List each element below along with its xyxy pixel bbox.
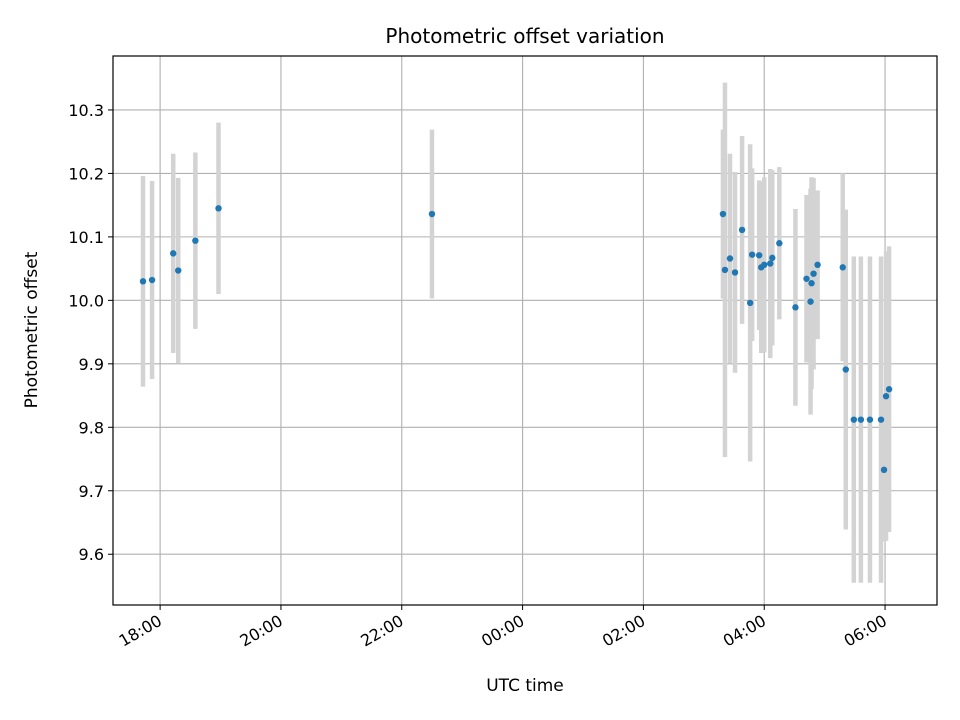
data-point — [748, 251, 756, 258]
data-point — [842, 366, 849, 373]
data-point — [769, 254, 776, 262]
data-point — [776, 240, 783, 247]
data-point — [738, 226, 746, 234]
plot-frame — [112, 55, 938, 606]
data-point — [857, 416, 865, 423]
y-tick-label: 10.0 — [68, 291, 104, 310]
data-point — [814, 261, 821, 269]
data-point — [839, 264, 846, 271]
data-point — [721, 266, 729, 274]
y-tick-label: 10.1 — [68, 228, 104, 247]
chart-title: Photometric offset variation — [385, 24, 664, 48]
y-tick-label: 9.8 — [79, 418, 104, 437]
data-point — [803, 275, 810, 282]
y-tick-label: 10.2 — [68, 164, 104, 183]
data-point — [761, 261, 768, 269]
data-point — [746, 299, 754, 307]
data-point — [882, 392, 890, 400]
data-point — [139, 278, 147, 285]
y-tick-label: 10.3 — [68, 101, 104, 120]
data-point — [148, 276, 156, 284]
data-point — [755, 252, 763, 259]
data-point — [810, 270, 817, 277]
data-point — [731, 269, 739, 276]
data-point — [170, 250, 177, 257]
data-point — [850, 416, 858, 423]
data-point — [880, 466, 888, 474]
x-axis-label: UTC time — [486, 676, 564, 696]
y-tick-label: 9.9 — [79, 355, 104, 374]
data-point — [877, 416, 885, 423]
y-tick-label: 9.6 — [79, 545, 104, 564]
data-point — [807, 298, 814, 305]
data-point — [866, 416, 874, 423]
data-point — [428, 210, 436, 218]
data-point — [767, 260, 774, 267]
data-points — [139, 205, 893, 474]
data-point — [885, 386, 893, 393]
y-tick-label: 9.7 — [79, 482, 104, 501]
data-point — [215, 205, 222, 212]
data-point — [792, 304, 799, 311]
data-point — [192, 237, 199, 244]
data-point — [175, 267, 182, 274]
data-point — [726, 255, 734, 262]
y-axis-label: Photometric offset — [22, 251, 42, 408]
data-point — [719, 210, 727, 218]
data-point — [808, 280, 815, 287]
